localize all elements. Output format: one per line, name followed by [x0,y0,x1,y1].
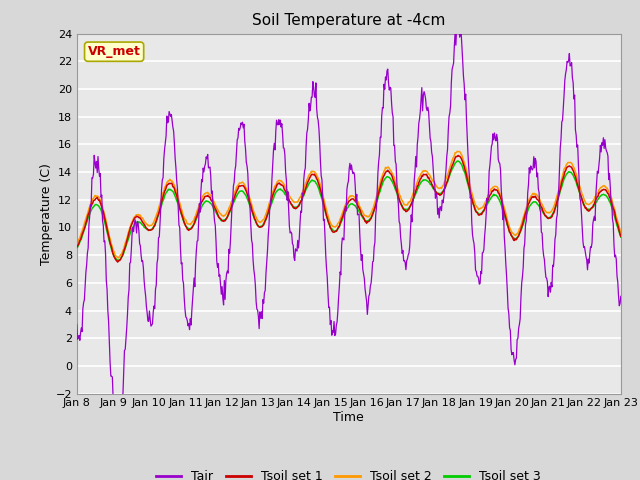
Tsoil set 1 [114,259,122,265]
Tsoil set 2 [223,208,231,214]
Y-axis label: Temperature (C): Temperature (C) [40,163,52,264]
Line: Tair: Tair [77,25,621,429]
Tsoil set 3 [114,258,122,264]
Tsoil set 1 [73,244,81,250]
Tsoil set 2 [195,204,202,210]
Tsoil set 2 [115,255,122,261]
Tair [223,268,231,274]
Tsoil set 3 [195,210,202,216]
X-axis label: Time: Time [333,411,364,424]
Tsoil set 3 [140,223,147,228]
Tair [73,322,81,327]
Tair [431,195,439,201]
Tsoil set 1 [140,220,147,226]
Tsoil set 3 [454,158,462,164]
Line: Tsoil set 3: Tsoil set 3 [77,161,621,261]
Tsoil set 1 [617,233,625,239]
Tsoil set 3 [223,214,231,220]
Tair [455,22,463,28]
Tair [416,116,424,122]
Tsoil set 3 [83,220,90,226]
Tair [83,262,90,268]
Tsoil set 3 [416,182,424,188]
Tsoil set 3 [617,234,625,240]
Tsoil set 2 [617,229,625,235]
Tsoil set 1 [416,178,424,184]
Text: VR_met: VR_met [88,45,141,58]
Tsoil set 2 [73,241,81,247]
Tsoil set 1 [195,207,202,213]
Tair [617,293,625,299]
Tsoil set 2 [83,214,90,219]
Line: Tsoil set 2: Tsoil set 2 [77,151,621,258]
Tair [140,265,147,271]
Title: Soil Temperature at -4cm: Soil Temperature at -4cm [252,13,445,28]
Tsoil set 3 [431,188,439,194]
Legend: Tair, Tsoil set 1, Tsoil set 2, Tsoil set 3: Tair, Tsoil set 1, Tsoil set 2, Tsoil se… [152,465,546,480]
Tsoil set 1 [454,153,462,158]
Tsoil set 2 [454,148,461,154]
Tsoil set 2 [416,174,424,180]
Tsoil set 3 [73,245,81,251]
Tair [115,426,123,432]
Line: Tsoil set 1: Tsoil set 1 [77,156,621,262]
Tsoil set 1 [223,214,231,220]
Tsoil set 2 [431,181,439,187]
Tair [195,219,202,225]
Tsoil set 2 [140,217,147,223]
Tsoil set 1 [431,189,439,194]
Tsoil set 1 [83,218,90,224]
